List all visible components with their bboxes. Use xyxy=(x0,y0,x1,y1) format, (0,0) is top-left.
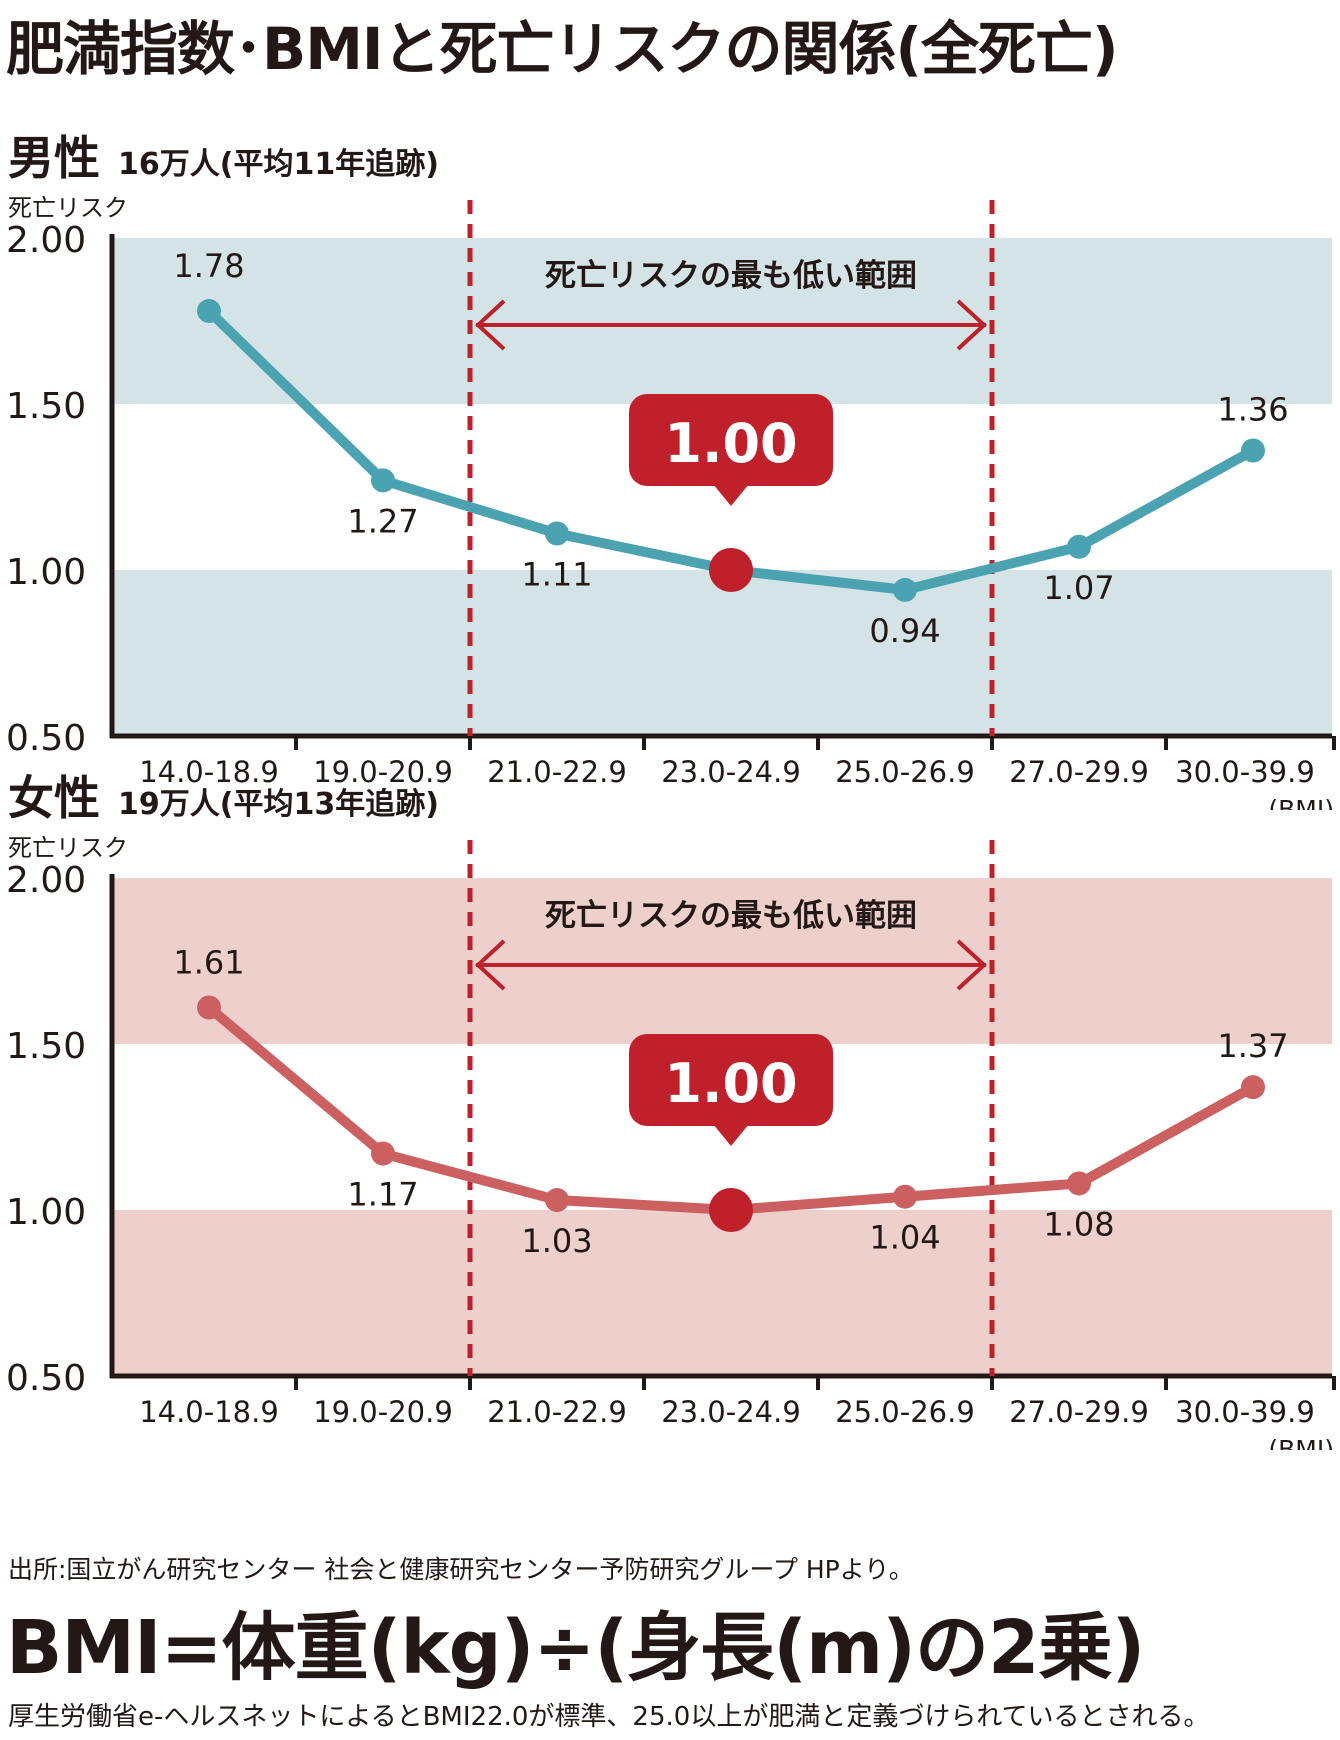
data-label: 1.11 xyxy=(521,555,592,593)
range-label: 死亡リスクの最も低い範囲 xyxy=(545,258,917,294)
female-panel-header: 女性 19万人(平均13年追跡) xyxy=(8,762,439,828)
data-label: 0.94 xyxy=(869,612,940,650)
data-label: 1.17 xyxy=(347,1176,418,1214)
highlight-value-label: 1.00 xyxy=(664,412,797,475)
panel-gender-label: 男性 xyxy=(8,131,100,185)
x-category-label: 23.0-24.9 xyxy=(661,755,801,789)
range-arrow-head-right xyxy=(956,939,987,991)
x-axis-label: (BMI) xyxy=(1268,1435,1334,1450)
x-category-label: 27.0-29.9 xyxy=(1009,755,1149,789)
data-label: 1.04 xyxy=(869,1219,940,1257)
highlight-bubble-pointer xyxy=(713,484,749,506)
range-arrow-head-left xyxy=(475,939,506,991)
male-risk-chart: 死亡リスク 2.00 1.50 1.00 0.50 14.0-18.9 19.0-20.9 2… xyxy=(0,170,1340,810)
y-tick-label: 2.00 xyxy=(6,220,86,261)
male-panel-header: 男性 16万人(平均11年追跡) xyxy=(8,122,439,188)
data-label: 1.37 xyxy=(1217,1027,1288,1065)
data-point xyxy=(197,299,221,324)
page-title: 肥満指数･BMIと死亡リスクの関係(全死亡) xyxy=(6,15,1119,83)
source-note: 出所:国立がん研究センター 社会と健康研究センター予防研究グループ HPより。 xyxy=(8,1555,914,1584)
data-label: 1.61 xyxy=(173,943,244,981)
data-point xyxy=(893,1184,917,1209)
x-category-label: 30.0-39.9 xyxy=(1175,755,1315,789)
panel-sample-note: 16万人(平均11年追跡) xyxy=(118,147,439,182)
x-category-label: 19.0-20.9 xyxy=(313,755,453,789)
data-point xyxy=(1241,1075,1265,1100)
x-category-label: 14.0-18.9 xyxy=(139,1395,279,1429)
footnote: 厚生労働省e-ヘルスネットによるとBMI22.0が標準、25.0以上が肥満と定義… xyxy=(8,1702,1210,1732)
y-tick-label: 2.00 xyxy=(6,860,86,901)
highlight-point xyxy=(709,548,753,592)
data-point xyxy=(371,468,395,493)
range-label: 死亡リスクの最も低い範囲 xyxy=(545,898,917,934)
y-tick-label: 0.50 xyxy=(6,718,86,759)
highlight-value-label: 1.00 xyxy=(664,1052,797,1115)
data-point xyxy=(1067,534,1091,559)
band-upper xyxy=(112,238,1332,404)
data-label: 1.08 xyxy=(1043,1205,1114,1243)
band-lower xyxy=(112,570,1332,736)
data-label: 1.78 xyxy=(173,247,244,285)
data-label: 1.27 xyxy=(347,502,418,540)
data-point xyxy=(893,577,917,602)
panel-sample-note: 19万人(平均13年追跡) xyxy=(118,787,439,822)
bmi-formula: BMI=体重(kg)÷(身長(m)の2乗) xyxy=(6,1605,1145,1691)
data-label: 1.36 xyxy=(1217,390,1288,428)
band-upper xyxy=(112,878,1332,1044)
highlight-bubble xyxy=(629,1034,833,1126)
data-label: 1.03 xyxy=(521,1222,592,1260)
x-category-label: 19.0-20.9 xyxy=(313,1395,453,1429)
x-category-label: 25.0-26.9 xyxy=(835,755,975,789)
data-point xyxy=(197,995,221,1020)
panel-gender-label: 女性 xyxy=(8,771,100,825)
x-category-label: 30.0-39.9 xyxy=(1175,1395,1315,1429)
data-point xyxy=(1067,1171,1091,1196)
y-tick-label: 1.50 xyxy=(6,386,86,427)
y-axis-label: 死亡リスク xyxy=(8,834,128,862)
x-category-label: 14.0-18.9 xyxy=(139,755,279,789)
y-tick-label: 1.00 xyxy=(6,552,86,593)
range-arrow-head-right xyxy=(956,299,987,351)
highlight-point xyxy=(709,1188,753,1232)
x-category-label: 21.0-22.9 xyxy=(487,755,627,789)
female-risk-chart: 死亡リスク 2.00 1.50 1.00 0.50 14.0-18.9 19.0-20.9 2… xyxy=(0,810,1340,1450)
range-arrow-head-left xyxy=(475,299,506,351)
highlight-bubble xyxy=(629,394,833,486)
x-category-label: 27.0-29.9 xyxy=(1009,1395,1149,1429)
x-category-label: 25.0-26.9 xyxy=(835,1395,975,1429)
data-point xyxy=(545,1188,569,1213)
band-lower xyxy=(112,1210,1332,1376)
y-tick-label: 0.50 xyxy=(6,1358,86,1399)
y-axis-label: 死亡リスク xyxy=(8,194,128,222)
y-tick-label: 1.50 xyxy=(6,1026,86,1067)
data-point xyxy=(545,521,569,546)
data-point xyxy=(1241,438,1265,463)
highlight-bubble-pointer xyxy=(713,1124,749,1146)
x-axis-label: (BMI) xyxy=(1268,795,1334,810)
data-label: 1.07 xyxy=(1043,569,1114,607)
x-category-label: 23.0-24.9 xyxy=(661,1395,801,1429)
y-tick-label: 1.00 xyxy=(6,1192,86,1233)
x-category-label: 21.0-22.9 xyxy=(487,1395,627,1429)
data-point xyxy=(371,1141,395,1166)
